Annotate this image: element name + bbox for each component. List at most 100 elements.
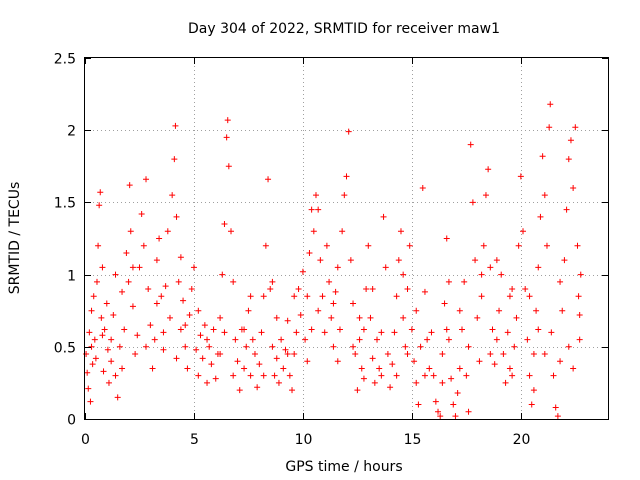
data-point (132, 351, 139, 358)
data-point (228, 228, 235, 235)
data-point (330, 343, 337, 350)
data-point (365, 242, 372, 249)
y-tick-label: 0 (67, 413, 76, 429)
data-point (143, 343, 150, 350)
data-point (347, 257, 354, 264)
data-point (474, 314, 481, 321)
data-point (528, 401, 535, 408)
data-point (221, 221, 228, 228)
data-point (280, 365, 287, 372)
data-point (188, 286, 195, 293)
data-point (546, 124, 553, 131)
data-point (432, 398, 439, 405)
data-point (354, 387, 361, 394)
data-point (173, 355, 180, 362)
data-point (123, 249, 130, 256)
data-point (175, 278, 182, 285)
data-point (312, 192, 319, 199)
data-point (413, 379, 420, 386)
y-tick-label: 2.5 (54, 52, 76, 68)
data-point (217, 351, 224, 358)
data-point (251, 351, 258, 358)
data-point (552, 404, 559, 411)
data-point (345, 128, 352, 135)
data-point (330, 300, 337, 307)
data-point (480, 242, 487, 249)
data-point (445, 278, 452, 285)
data-point (561, 257, 568, 264)
data-point (184, 365, 191, 372)
data-point (463, 372, 470, 379)
data-point (286, 372, 293, 379)
data-point (224, 117, 231, 124)
data-point (350, 300, 357, 307)
data-point (91, 336, 98, 343)
data-point (509, 286, 516, 293)
data-point (326, 278, 333, 285)
data-point (461, 278, 468, 285)
data-point (341, 192, 348, 199)
data-point (284, 317, 291, 324)
data-point (271, 372, 278, 379)
data-point (212, 375, 219, 382)
data-point (419, 184, 426, 191)
data-point (221, 329, 228, 336)
data-point (86, 329, 93, 336)
data-point (243, 343, 250, 350)
data-point (557, 278, 564, 285)
axis-tick-labels: 0 5 10 15 20 0 0.5 1 1.5 2 2.5 (54, 52, 531, 449)
data-point (260, 372, 267, 379)
data-point (334, 264, 341, 271)
data-point (153, 300, 160, 307)
data-point (467, 141, 474, 148)
data-point (156, 235, 163, 242)
data-point (382, 264, 389, 271)
data-point (119, 365, 126, 372)
data-point (526, 372, 533, 379)
data-point (522, 286, 529, 293)
data-point (380, 213, 387, 220)
data-point (112, 372, 119, 379)
data-point (430, 372, 437, 379)
data-point (395, 257, 402, 264)
data-point (210, 326, 217, 333)
data-point (360, 375, 367, 382)
data-points (83, 101, 584, 420)
data-point (136, 264, 143, 271)
data-point (496, 307, 503, 314)
data-point (437, 413, 444, 420)
data-point (376, 365, 383, 372)
data-point (535, 264, 542, 271)
data-point (241, 326, 248, 333)
data-point (563, 206, 570, 213)
data-point (126, 182, 133, 189)
data-point (186, 312, 193, 319)
data-point (104, 346, 111, 353)
data-point (487, 264, 494, 271)
data-point (83, 351, 90, 358)
data-point (469, 199, 476, 206)
data-point (404, 351, 411, 358)
data-point (570, 184, 577, 191)
data-point (278, 336, 285, 343)
data-point (572, 124, 579, 131)
data-point (454, 390, 461, 397)
data-point (241, 365, 248, 372)
data-point (520, 228, 527, 235)
data-point (550, 372, 557, 379)
data-point (458, 326, 465, 333)
data-point (105, 379, 112, 386)
x-tick-label: 10 (295, 432, 313, 448)
data-point (476, 358, 483, 365)
grid (85, 58, 608, 419)
data-point (456, 307, 463, 314)
x-tick-label: 0 (81, 432, 90, 448)
data-point (502, 379, 509, 386)
data-point (182, 343, 189, 350)
data-point (138, 210, 145, 217)
data-point (219, 271, 226, 278)
data-point (291, 293, 298, 300)
data-point (143, 176, 150, 183)
data-point (533, 307, 540, 314)
